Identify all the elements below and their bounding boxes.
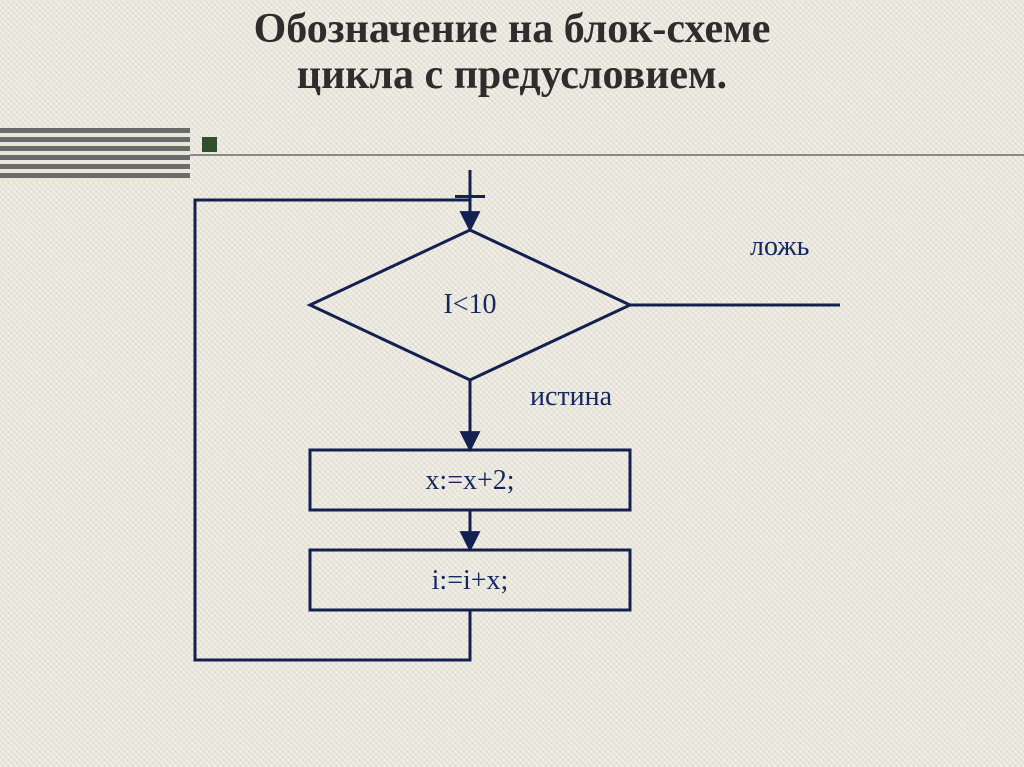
process-label-2: i:=i+x; bbox=[432, 565, 509, 596]
label-false: ложь bbox=[750, 231, 809, 262]
label-true: истина bbox=[530, 381, 613, 412]
flowchart: I<10 ложь истина x:=x+2; i:=i+x; bbox=[0, 0, 1024, 767]
process-label-1: x:=x+2; bbox=[425, 465, 514, 496]
edge-loop-back bbox=[195, 200, 470, 660]
slide: Обозначение на блок-схеме цикла с предус… bbox=[0, 0, 1024, 767]
merge-tick bbox=[455, 195, 485, 198]
decision-label: I<10 bbox=[443, 289, 496, 320]
